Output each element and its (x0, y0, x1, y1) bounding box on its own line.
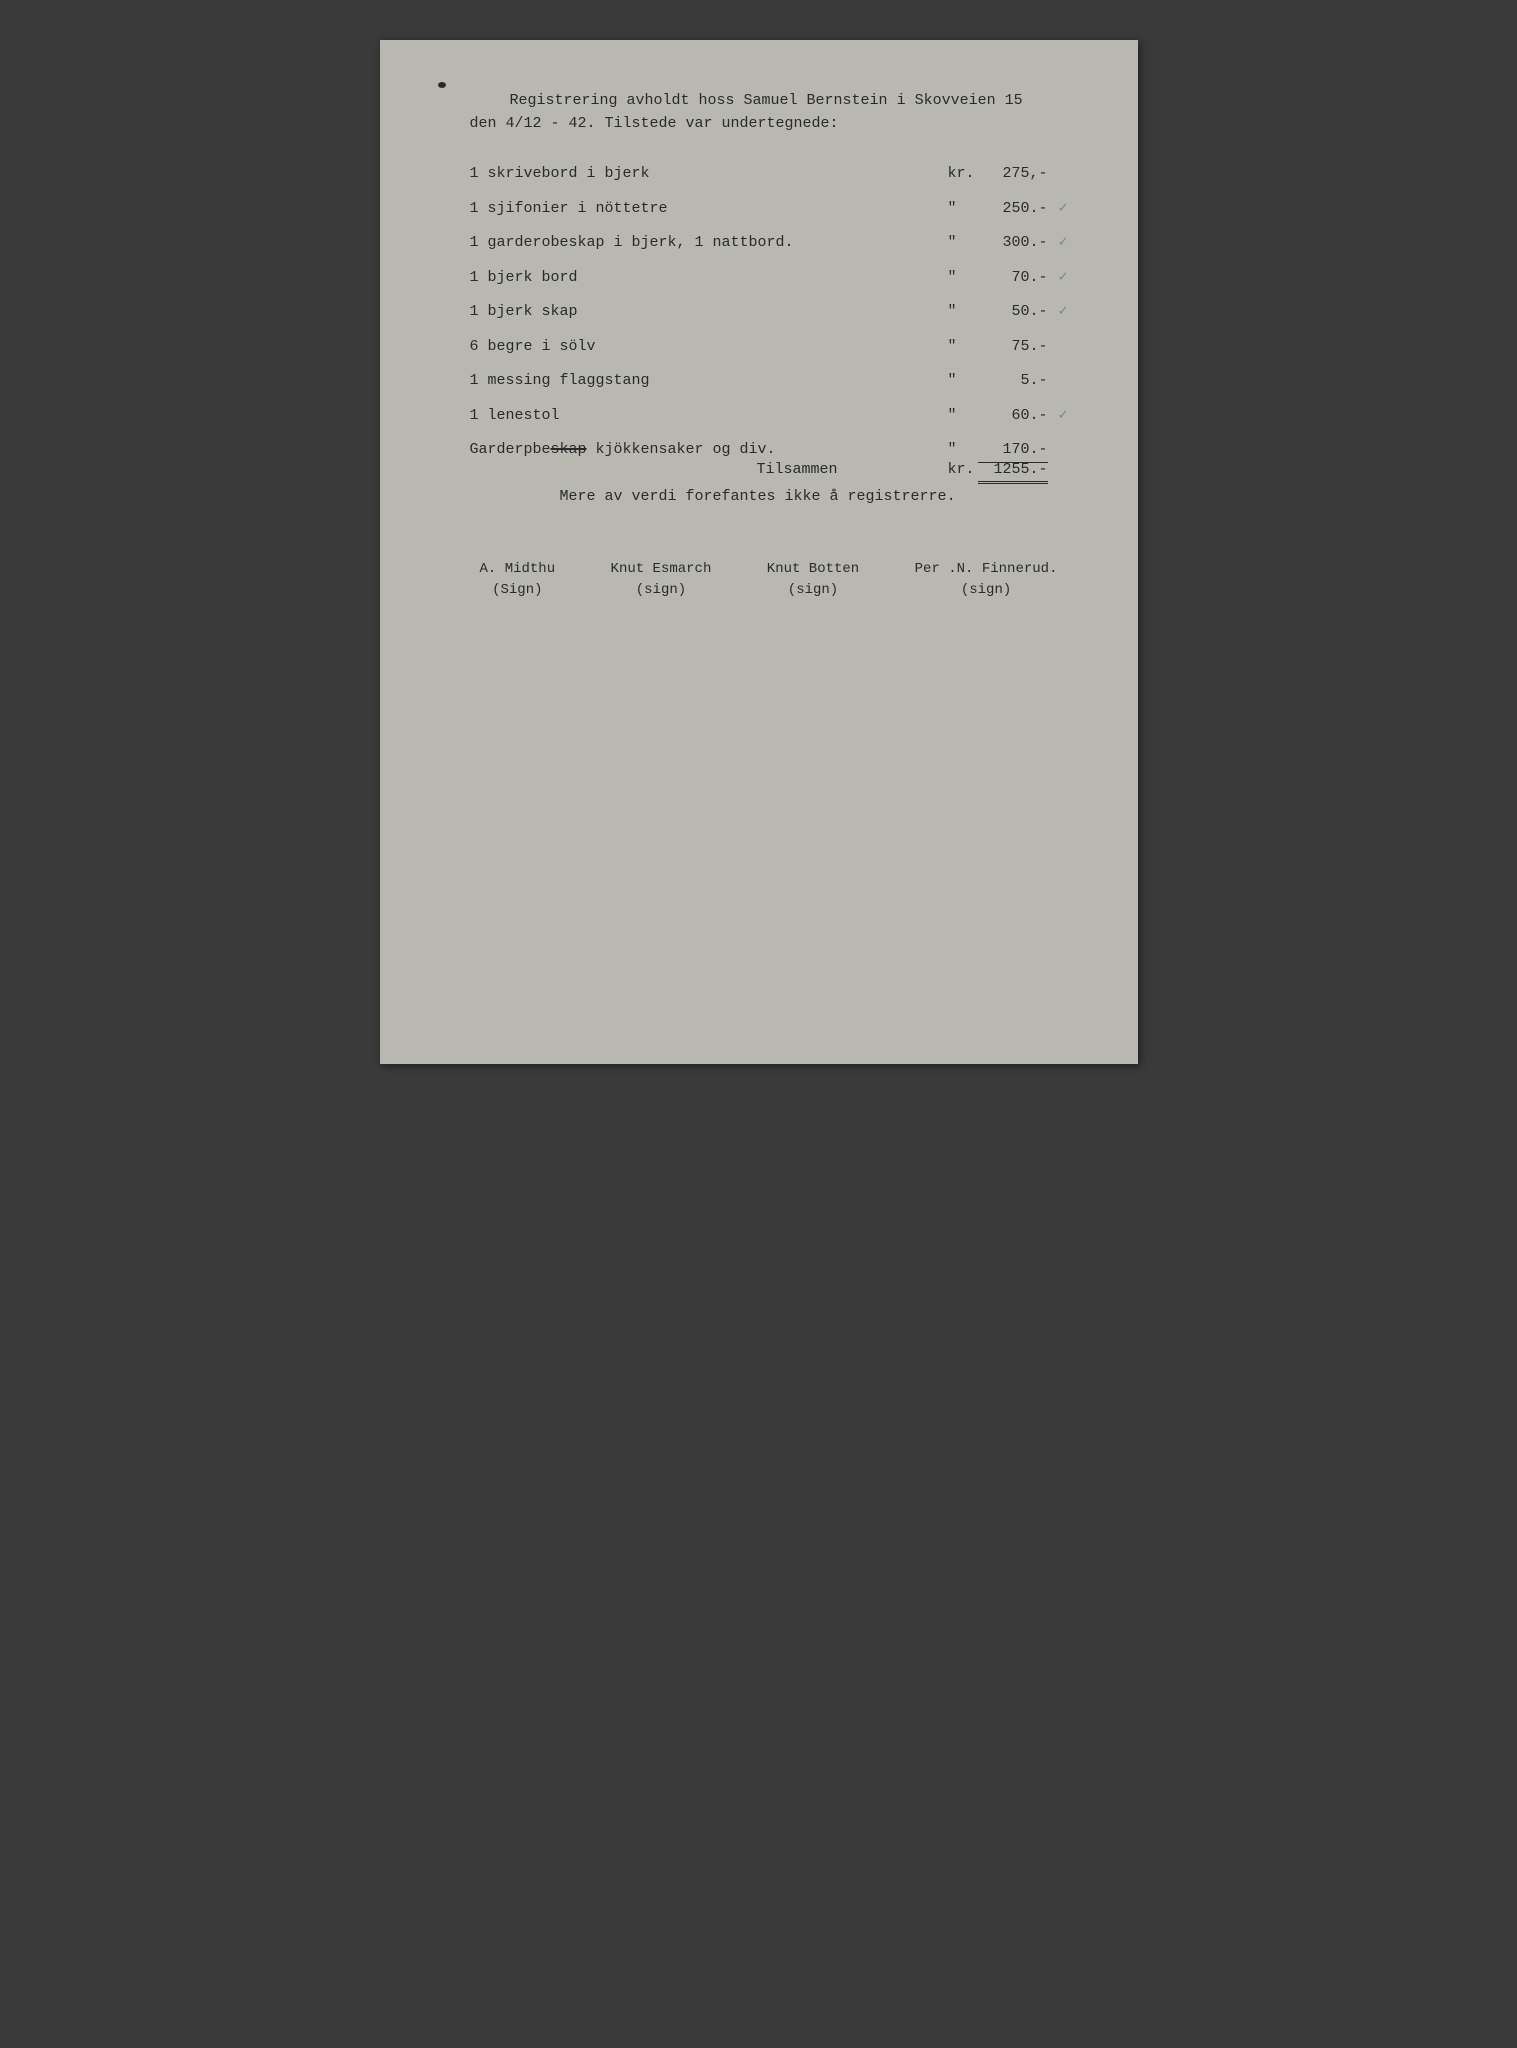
header-line-2: den 4/12 - 42. Tilstede var undertegnede… (470, 113, 1068, 136)
signature: Per .N. Finnerud. (sign) (915, 559, 1058, 601)
item-description: 1 bjerk bord (470, 267, 938, 290)
signatures-block: A. Midthu (Sign) Knut Esmarch (sign) Knu… (470, 559, 1068, 601)
item-price: "70.-✓ (938, 267, 1068, 290)
item-row: 1 lenestol "60.-✓ (470, 405, 1068, 428)
signature-label: (sign) (611, 580, 712, 601)
signature-name: A. Midthu (480, 559, 556, 580)
item-description: 6 begre i sölv (470, 336, 938, 359)
total-label: Tilsammen (470, 459, 938, 485)
item-description: 1 lenestol (470, 405, 938, 428)
signature-name: Knut Esmarch (611, 559, 712, 580)
item-price: "5.- (938, 370, 1068, 393)
item-description: 1 garderobeskap i bjerk, 1 nattbord. (470, 232, 938, 255)
ink-dot (438, 82, 446, 88)
document-header: Registrering avholdt hoss Samuel Bernste… (470, 90, 1068, 135)
signature: Knut Botten (sign) (767, 559, 859, 601)
item-price: "75.- (938, 336, 1068, 359)
item-description: 1 bjerk skap (470, 301, 938, 324)
items-list: 1 skrivebord i bjerk kr.275,- 1 sjifonie… (470, 163, 1068, 509)
signature-label: (Sign) (480, 580, 556, 601)
item-row: 1 sjifonier i nöttetre "250.-✓ (470, 198, 1068, 221)
signature-name: Per .N. Finnerud. (915, 559, 1058, 580)
signature-name: Knut Botten (767, 559, 859, 580)
total-price: kr.1255.- (938, 459, 1068, 485)
header-line-1: Registrering avholdt hoss Samuel Bernste… (470, 90, 1068, 113)
item-price: "60.-✓ (938, 405, 1068, 428)
item-description: 1 sjifonier i nöttetre (470, 198, 938, 221)
signature-label: (sign) (767, 580, 859, 601)
document-page: Registrering avholdt hoss Samuel Bernste… (380, 40, 1138, 1064)
item-row: 1 bjerk bord "70.-✓ (470, 267, 1068, 290)
item-price: kr.275,- (938, 163, 1068, 186)
item-price: "300.-✓ (938, 232, 1068, 255)
signature: A. Midthu (Sign) (480, 559, 556, 601)
total-row: Tilsammen kr.1255.- (470, 459, 1068, 485)
item-price: "250.-✓ (938, 198, 1068, 221)
closing-note: Mere av verdi forefantes ikke å registre… (470, 486, 1068, 509)
item-description: 1 skrivebord i bjerk (470, 163, 938, 186)
item-row: 1 garderobeskap i bjerk, 1 nattbord. "30… (470, 232, 1068, 255)
item-row: 6 begre i sölv "75.- (470, 336, 1068, 359)
item-row: 1 messing flaggstang "5.- (470, 370, 1068, 393)
item-price: "50.-✓ (938, 301, 1068, 324)
item-row: 1 bjerk skap "50.-✓ (470, 301, 1068, 324)
item-row: 1 skrivebord i bjerk kr.275,- (470, 163, 1068, 186)
signature-label: (sign) (915, 580, 1058, 601)
signature: Knut Esmarch (sign) (611, 559, 712, 601)
item-description: 1 messing flaggstang (470, 370, 938, 393)
